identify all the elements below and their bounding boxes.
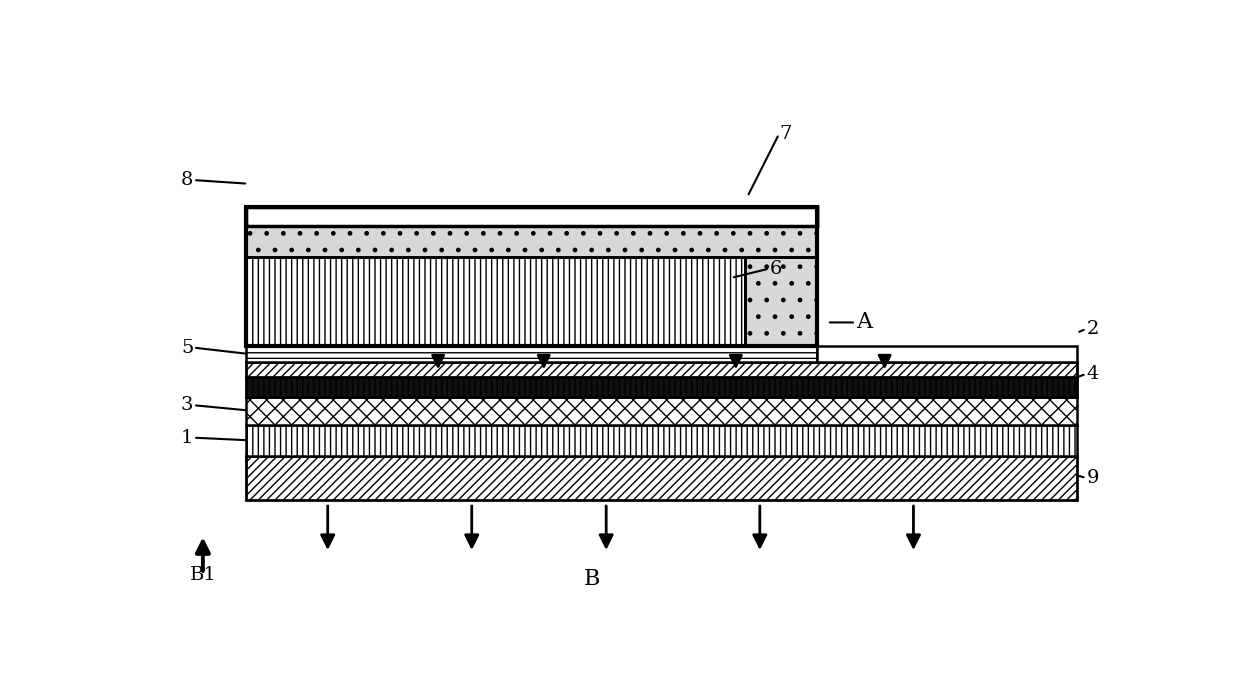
Bar [247, 377, 1077, 397]
Bar [746, 226, 818, 346]
Bar [247, 257, 746, 346]
Bar [247, 226, 818, 257]
Bar [247, 362, 1077, 377]
Text: 7: 7 [779, 125, 792, 143]
Text: 2: 2 [1087, 320, 1099, 338]
Bar [247, 397, 1077, 424]
Bar [247, 226, 746, 346]
Bar [746, 257, 818, 346]
Bar [247, 207, 818, 226]
Text: 4: 4 [1087, 364, 1099, 383]
Text: 1: 1 [181, 428, 193, 447]
Text: 5: 5 [181, 339, 193, 356]
Text: 3: 3 [181, 396, 193, 414]
Text: B: B [584, 568, 600, 590]
Text: B1: B1 [190, 566, 217, 584]
Text: 6: 6 [769, 260, 782, 277]
Bar [247, 346, 818, 362]
Text: A: A [856, 311, 872, 333]
Bar [247, 207, 818, 346]
Bar [247, 456, 1077, 500]
Bar [247, 424, 1077, 456]
Bar [818, 346, 1077, 362]
Text: 8: 8 [181, 171, 193, 189]
Text: 9: 9 [1087, 469, 1099, 487]
Bar [247, 207, 818, 226]
